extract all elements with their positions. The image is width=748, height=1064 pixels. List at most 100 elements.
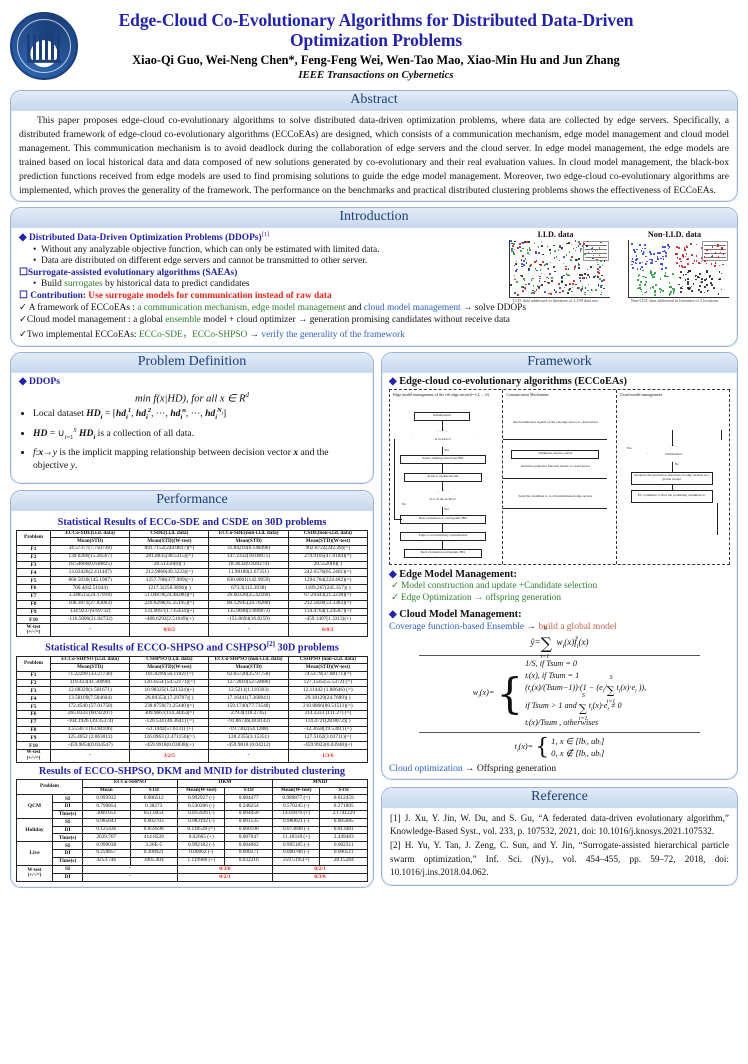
table-cell-metric: SI	[51, 794, 84, 804]
scatter-point	[578, 267, 580, 269]
scatter-point	[640, 290, 643, 293]
flow-line	[441, 463, 443, 473]
table-row: F1 34.57377(7.750738) 891.7152(244.0837)(=…	[16, 544, 368, 554]
intro-check-2-green: ensemble	[165, 314, 201, 325]
scatter-point	[554, 291, 557, 293]
flow-box-real-eval-2: Real evaluation and update HDᵢ	[403, 548, 482, 558]
table-cell-value: 1189.267(245.357)( )	[287, 584, 368, 593]
flow-line	[503, 438, 608, 440]
flow-line	[671, 429, 673, 446]
flow-box-optimum-output: Optimum output control	[511, 449, 600, 459]
scatter-point	[705, 262, 708, 265]
wtest-value: 3/2/5	[129, 749, 210, 764]
scatter-point	[551, 277, 553, 279]
scatter-point	[560, 280, 563, 282]
scatter-point	[698, 261, 700, 264]
scatter-point	[555, 256, 558, 259]
table-cell-value: 14.01879 (+)	[271, 809, 321, 819]
scatter-point	[644, 283, 647, 285]
scatter-point	[721, 247, 723, 249]
scatter-point	[643, 284, 646, 286]
th-sub-3: STD	[224, 786, 273, 796]
scatter-point	[667, 247, 670, 250]
left-column: Problem Definition ◆ DDOPs min f(x|HD), …	[10, 351, 374, 888]
table-cell-problem-group: QCM	[16, 794, 53, 819]
scatter-point	[639, 287, 642, 289]
ti-cases-block: ti(x)= { 1, x ∈ [lbᵢ, ubᵢ] 0, x ∉ [lbᵢ, …	[389, 735, 730, 761]
table-row: F5 172.4540 (57.01750) 238.8759(71.25440)(…	[16, 702, 368, 711]
scatter-point	[707, 289, 710, 292]
intro-check-3-blue: verify the generality of the framework	[261, 329, 405, 340]
scatter-point	[698, 289, 700, 291]
intro-check-3-green: ECCo-SDE，ECCo-SHPSO	[138, 329, 248, 340]
list-item: Local dataset HDi = [hdi1, hdi2, ⋯, hdin…	[33, 407, 365, 423]
scatter-point	[683, 247, 686, 249]
case-line: 1/S, if Tsum = 0	[525, 658, 577, 668]
table-cell-value: 700.4(82.51044)	[49, 584, 131, 593]
intro-bullet-3-a: Build	[40, 278, 65, 289]
th-group-dkm: DKM	[176, 779, 273, 788]
scatter-point	[584, 291, 586, 294]
scatter-point	[713, 265, 716, 267]
wtest-value: 0/2/1	[176, 872, 273, 882]
table2-body: F1 71.22299 (33.27730) 101.8299(56.1102) (…	[16, 670, 368, 764]
table-cell-value: 13.62426(2.411407)	[49, 568, 131, 578]
flow-label-send-candidate: Send the candidate xₛ to all unterminate…	[518, 493, 593, 498]
scatter-point	[575, 283, 577, 286]
scatter-point	[534, 268, 537, 270]
scatter-point	[704, 260, 706, 262]
scatter-point	[656, 256, 659, 258]
scatter-point	[662, 250, 664, 253]
intro-check-1: ✓ A framework of ECCoEAs : a communicati…	[19, 302, 729, 313]
intro-topic-ddops-label: Distributed Data-Driven Optimization Pro…	[28, 233, 262, 244]
intro-check-1-green: a communication mechanism, edge model ma…	[137, 302, 346, 313]
case-line: 0, x ∉ [lbᵢ, ubᵢ]	[551, 748, 605, 759]
scatter-point	[717, 256, 720, 258]
scatter-point	[686, 271, 689, 274]
scatter-point	[516, 268, 518, 271]
journal-name: IEEE Transactions on Cybernetics	[298, 69, 454, 82]
scatter-point	[667, 275, 670, 278]
table-row: F2 119.423(41.30090) 120.4554 (54.52171)(=…	[16, 678, 368, 688]
scatter-point	[719, 251, 722, 254]
table2-title-sup: [2]	[266, 640, 275, 649]
th-sub-0: Mean(STD)	[49, 537, 131, 546]
intro-check-1-a: A framework of ECCoEAs :	[28, 302, 138, 313]
scatter-point	[520, 241, 523, 244]
scatter-point	[522, 255, 524, 257]
scatter-point	[644, 280, 647, 283]
flow-box-select-training: Select training data from HDᵢ	[399, 454, 486, 464]
table-cell-value: 0.059598	[129, 825, 178, 835]
table-cell-problem: F4	[16, 568, 51, 578]
scatter-point	[663, 250, 666, 252]
scatter-point	[567, 274, 569, 276]
scatter-point	[686, 246, 688, 248]
edge-bullet-2: ✓ Edge Optimization → offspring generati…	[390, 593, 562, 604]
check-icon-1: ✓	[19, 302, 27, 313]
scatter-point	[640, 288, 643, 291]
th-sub-2: Mean(STD)	[208, 663, 289, 672]
flow-box-real-eval: Real evaluation xₛ and update HDᵢ	[399, 514, 486, 524]
th-sub-2: Mean(W-test)	[176, 786, 226, 796]
table-cell-value: -12.3658(19.5361) (=)	[287, 725, 368, 735]
table-cell-problem: F7	[16, 717, 51, 727]
scatter-point	[672, 290, 675, 292]
scatter-point	[711, 278, 713, 281]
scatter-point	[659, 288, 661, 290]
scatter-point	[705, 278, 708, 280]
scatter-point	[685, 258, 688, 261]
scatter-point	[689, 269, 691, 272]
edge-bullet-2-text: Edge Optimization → offspring generation	[401, 593, 562, 604]
table-cell-value: 265.8333 (60.92207)	[49, 709, 131, 719]
table-cell-value: 0.005685	[319, 817, 368, 827]
table3-body: QCM SI 0.993932 0.006512 0.992927 (-) 0.00447…	[16, 794, 368, 882]
scatter-point	[568, 242, 570, 244]
scatter-point	[512, 250, 515, 253]
flow-label-no-2: No	[674, 461, 679, 466]
scatter-point	[649, 270, 652, 272]
scatter-point	[579, 250, 582, 252]
abstract-heading: Abstract	[11, 91, 737, 111]
table-cell-value: 2.449483	[319, 833, 368, 843]
scatter-point	[672, 292, 675, 295]
check-icon-2: ✓	[19, 314, 27, 325]
